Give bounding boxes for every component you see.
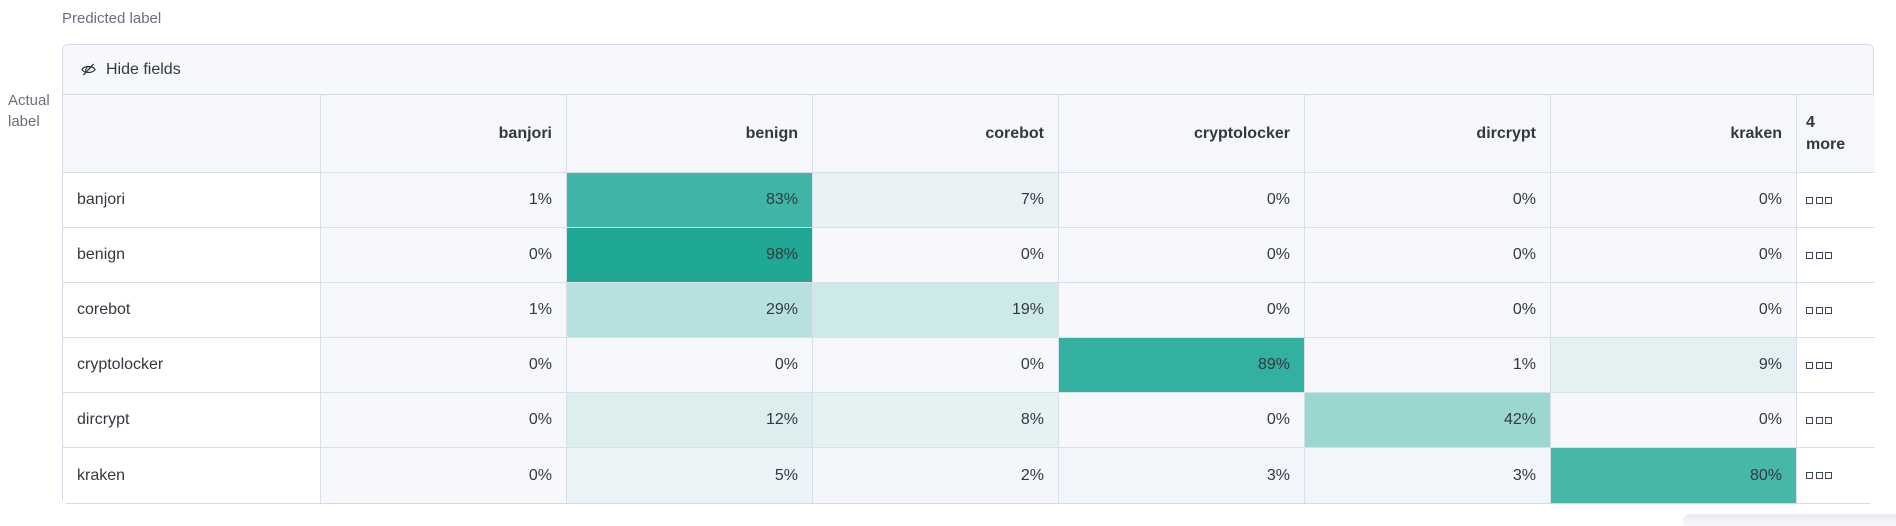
box-glyph: [1815, 196, 1823, 204]
hide-fields-label: Hide fields: [106, 60, 181, 78]
matrix-cell: 0%: [567, 338, 813, 393]
box-glyph: [1806, 472, 1813, 479]
matrix-cell: 0%: [1305, 173, 1551, 228]
matrix-cell: 0%: [1551, 173, 1797, 228]
row-label: benign: [63, 228, 321, 283]
matrix-cell: 1%: [321, 173, 567, 228]
row-label: dircrypt: [63, 393, 321, 448]
more-word: more: [1806, 135, 1846, 153]
box-glyph: [1815, 361, 1823, 369]
matrix-cell: 9%: [1551, 338, 1797, 393]
matrix-cell: 0%: [813, 338, 1059, 393]
matrix-cell: 0%: [1551, 283, 1797, 338]
column-header-corebot: corebot: [813, 95, 1059, 173]
row-label: banjori: [63, 173, 321, 228]
matrix-cell: 3%: [1305, 448, 1551, 503]
matrix-cell: 0%: [1059, 173, 1305, 228]
matrix-cell: 83%: [567, 173, 813, 228]
matrix-cell: 0%: [1305, 283, 1551, 338]
matrix-cell: 0%: [1305, 228, 1551, 283]
column-header-cryptolocker: cryptolocker: [1059, 95, 1305, 173]
boxes-horizontal-icon: [1797, 173, 1875, 228]
column-header-banjori: banjori: [321, 95, 567, 173]
confusion-matrix-panel: Hide fields banjori benign corebot crypt…: [62, 44, 1875, 504]
box-glyph: [1806, 416, 1813, 424]
matrix-cell: 19%: [813, 283, 1059, 338]
matrix-cell: 8%: [813, 393, 1059, 448]
matrix-cell: 12%: [567, 393, 813, 448]
matrix-cell: 0%: [1059, 393, 1305, 448]
box-glyph: [1815, 251, 1823, 259]
box-glyph: [1825, 196, 1832, 204]
matrix-cell: 0%: [1551, 393, 1797, 448]
matrix-cell: 0%: [321, 228, 567, 283]
row-label: kraken: [63, 448, 321, 503]
box-glyph: [1825, 306, 1832, 314]
box-glyph: [1815, 416, 1823, 424]
column-header-kraken: kraken: [1551, 95, 1797, 173]
matrix-cell: 7%: [813, 173, 1059, 228]
column-header-more: 4 more: [1797, 95, 1875, 173]
eye-closed-icon: [81, 63, 96, 76]
box-glyph: [1825, 416, 1832, 424]
matrix-cell: 98%: [567, 228, 813, 283]
matrix-cell: 3%: [1059, 448, 1305, 503]
box-glyph: [1806, 306, 1813, 314]
matrix-cell: 80%: [1551, 448, 1797, 503]
horizontal-scrollbar[interactable]: [1683, 514, 1896, 526]
hide-fields-button[interactable]: Hide fields: [63, 45, 1873, 95]
matrix-cell: 1%: [1305, 338, 1551, 393]
box-glyph: [1806, 196, 1813, 204]
box-glyph: [1815, 306, 1823, 314]
predicted-axis-label: Predicted label: [62, 10, 162, 27]
column-header-dircrypt: dircrypt: [1305, 95, 1551, 173]
matrix-cell: 42%: [1305, 393, 1551, 448]
actual-axis-label: Actual label: [8, 92, 50, 130]
box-glyph: [1825, 361, 1832, 369]
row-label: corebot: [63, 283, 321, 338]
box-glyph: [1825, 251, 1832, 259]
confusion-matrix-grid: banjori benign corebot cryptolocker dirc…: [63, 95, 1875, 503]
matrix-cell: 29%: [567, 283, 813, 338]
boxes-horizontal-icon: [1797, 338, 1875, 393]
matrix-cell: 0%: [321, 448, 567, 503]
box-glyph: [1806, 361, 1813, 369]
matrix-cell: 1%: [321, 283, 567, 338]
box-glyph: [1806, 251, 1813, 259]
matrix-cell: 0%: [813, 228, 1059, 283]
more-count: 4: [1806, 113, 1815, 131]
box-glyph: [1815, 472, 1823, 479]
boxes-horizontal-icon: [1797, 448, 1875, 503]
matrix-cell: 2%: [813, 448, 1059, 503]
matrix-cell: 0%: [321, 338, 567, 393]
matrix-cell: 0%: [321, 393, 567, 448]
box-glyph: [1825, 472, 1832, 479]
matrix-cell: 0%: [1059, 228, 1305, 283]
boxes-horizontal-icon: [1797, 228, 1875, 283]
matrix-cell: 89%: [1059, 338, 1305, 393]
matrix-cell: 0%: [1059, 283, 1305, 338]
row-label: cryptolocker: [63, 338, 321, 393]
boxes-horizontal-icon: [1797, 393, 1875, 448]
column-header-benign: benign: [567, 95, 813, 173]
matrix-cell: 0%: [1551, 228, 1797, 283]
matrix-cell: 5%: [567, 448, 813, 503]
boxes-horizontal-icon: [1797, 283, 1875, 338]
column-header-empty: [63, 95, 321, 173]
